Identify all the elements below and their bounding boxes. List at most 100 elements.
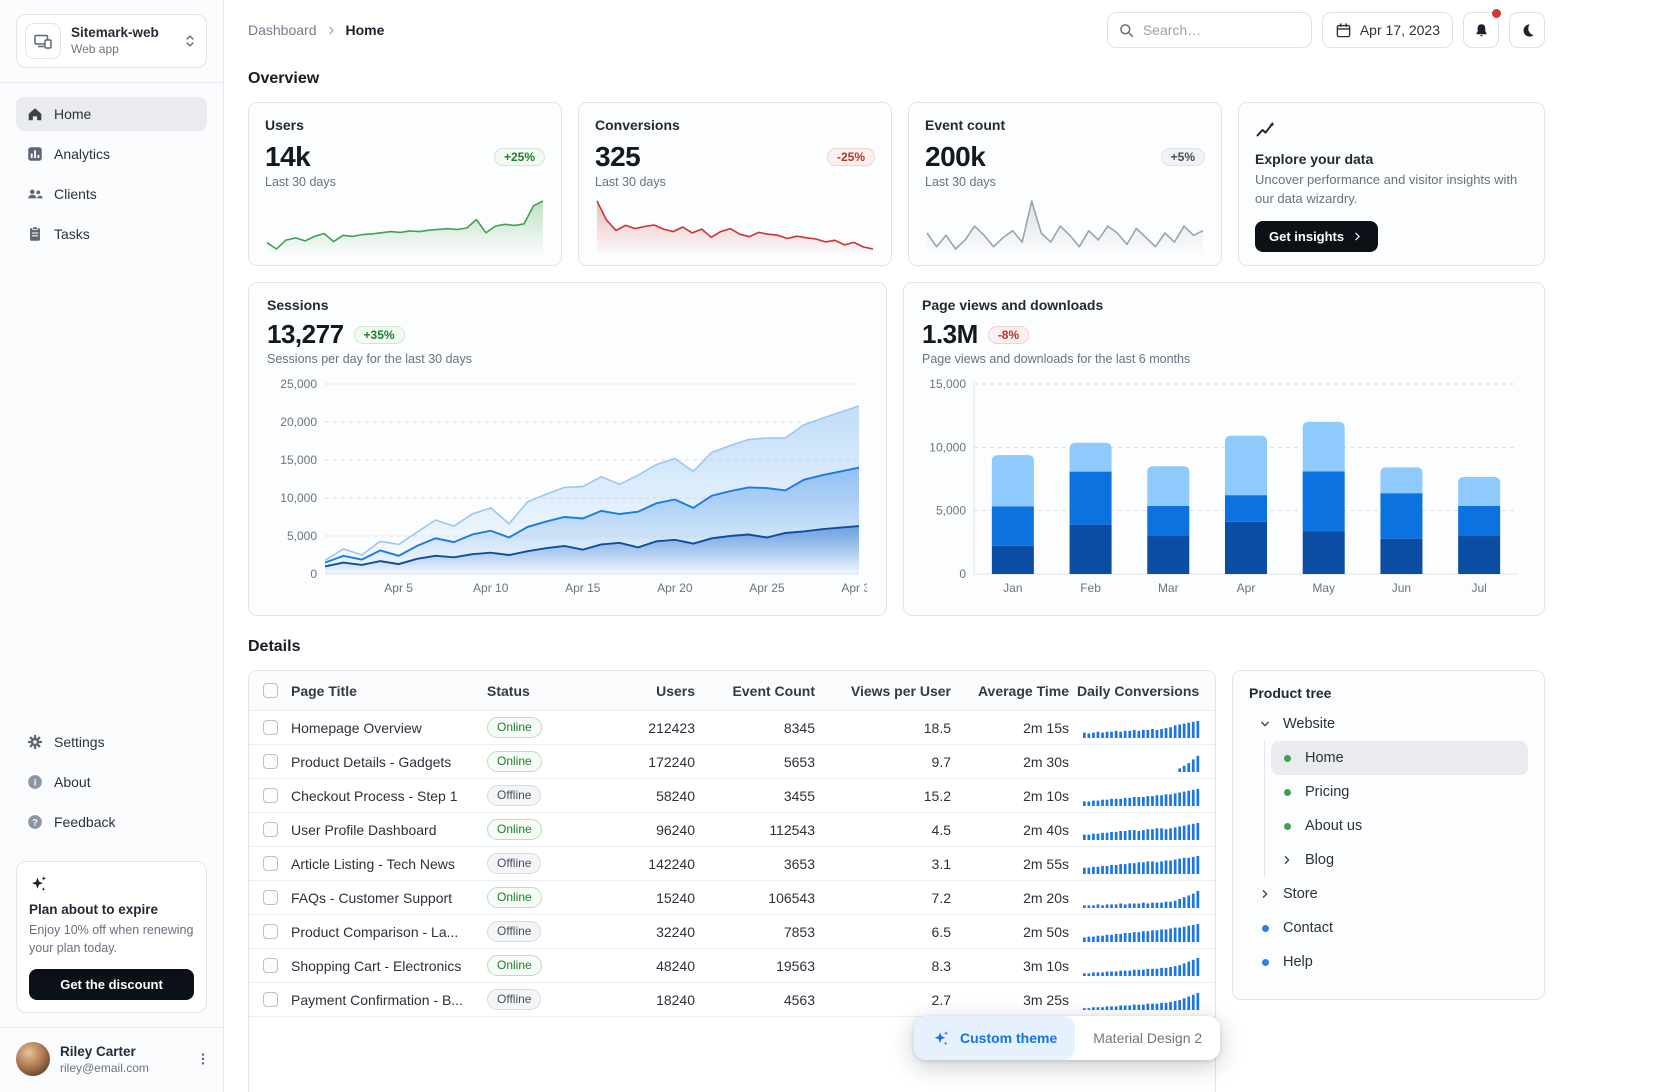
sidebar-secondary-nav: Settings i About ? Feedback: [16, 725, 207, 839]
tree-item-help[interactable]: Help: [1249, 945, 1528, 979]
sessions-badge: +35%: [353, 325, 405, 344]
svg-text:Jun: Jun: [1392, 581, 1411, 595]
stat-card-value: 14k: [265, 141, 311, 172]
row-checkbox[interactable]: [262, 788, 278, 803]
cell-average-time: 2m 30s: [1023, 753, 1069, 770]
tree-item-website[interactable]: Website: [1249, 707, 1528, 741]
stat-card-event-count: Event count 200k +5% Last 30 days: [908, 102, 1222, 266]
sidebar-item-clients[interactable]: Clients: [16, 177, 207, 211]
row-checkbox-cell: [249, 754, 291, 769]
cell-views-per-user: 7.2: [931, 889, 951, 906]
status-badge: Online: [487, 751, 542, 772]
select-all-checkbox[interactable]: [262, 683, 278, 698]
tree-item-label: Help: [1283, 954, 1313, 970]
sidebar-item-home[interactable]: Home: [16, 97, 207, 131]
table-row[interactable]: Payment Confirmation - B... Offline 18240 4…: [249, 983, 1215, 1017]
stat-cards-row: Users 14k +25% Last 30 days Conversions 325 -2…: [248, 102, 1545, 266]
column-header-event-count[interactable]: Event Count: [732, 682, 815, 699]
svg-text:15,000: 15,000: [280, 453, 317, 467]
cell-users: 32240: [656, 923, 695, 940]
table-row[interactable]: Product Details - Gadgets Online 172240 565…: [249, 745, 1215, 779]
notifications-button[interactable]: [1463, 9, 1501, 48]
material-design-2-button[interactable]: Material Design 2: [1075, 1016, 1220, 1060]
get-insights-button[interactable]: Get insights: [1255, 220, 1379, 252]
row-checkbox[interactable]: [262, 856, 278, 871]
sessions-value: 13,277: [267, 319, 344, 349]
status-badge: Online: [487, 819, 542, 840]
breadcrumb-dashboard[interactable]: Dashboard: [248, 22, 317, 38]
column-header-views-per-user[interactable]: Views per User: [850, 682, 951, 699]
column-header-average-time[interactable]: Average Time: [977, 682, 1069, 699]
sidebar-item-analytics[interactable]: Analytics: [16, 137, 207, 171]
tree-item-pricing[interactable]: Pricing: [1271, 775, 1528, 809]
sparkle-icon: [29, 874, 194, 894]
custom-theme-button[interactable]: Custom theme: [914, 1016, 1076, 1060]
row-checkbox-cell: [249, 924, 291, 939]
gear-icon: [26, 733, 44, 751]
row-checkbox[interactable]: [262, 958, 278, 973]
tree-item-blog[interactable]: Blog: [1271, 843, 1528, 877]
table-row[interactable]: Homepage Overview Online 212423 8345 18.5 2m …: [249, 711, 1215, 745]
select-all-checkbox-cell: [249, 683, 291, 698]
stat-card-badge: -25%: [826, 148, 875, 166]
cell-users: 48240: [656, 957, 695, 974]
stat-card-caption: Last 30 days: [265, 175, 336, 189]
row-checkbox-cell: [249, 822, 291, 837]
tree-item-home[interactable]: Home: [1271, 741, 1528, 775]
dot-green-bullet: [1279, 750, 1295, 766]
sidebar-item-label: About: [54, 773, 91, 790]
unfold-more-icon: [182, 33, 198, 49]
sidebar-item-about[interactable]: i About: [16, 765, 207, 799]
column-header-users[interactable]: Users: [656, 682, 695, 699]
theme-mode-button[interactable]: [1509, 12, 1545, 48]
get-discount-button[interactable]: Get the discount: [29, 969, 194, 1000]
column-header-daily-conversions[interactable]: Daily Conversions: [1077, 682, 1200, 699]
table-row[interactable]: Checkout Process - Step 1 Offline 58240 345…: [249, 779, 1215, 813]
clients-icon: [26, 185, 44, 203]
row-checkbox[interactable]: [262, 822, 278, 837]
stat-card-badge: +5%: [1160, 148, 1205, 166]
product-tree: Website Home Pricing About us Blog Store Conta…: [1249, 707, 1528, 979]
table-row[interactable]: Shopping Cart - Electronics Online 48240 19…: [249, 949, 1215, 983]
cell-event-count: 7853: [783, 923, 815, 940]
sidebar-item-label: Analytics: [54, 146, 111, 162]
cell-event-count: 106543: [768, 889, 815, 906]
date-picker-button[interactable]: Apr 17, 2023: [1321, 12, 1453, 48]
column-header-page-title[interactable]: Page Title: [291, 682, 357, 699]
sidebar-item-settings[interactable]: Settings: [16, 725, 207, 759]
tree-item-contact[interactable]: Contact: [1249, 911, 1528, 945]
search-input[interactable]: [1142, 22, 1301, 38]
tree-item-store[interactable]: Store: [1249, 877, 1528, 911]
row-checkbox[interactable]: [262, 924, 278, 939]
row-checkbox[interactable]: [262, 992, 278, 1007]
app-selector[interactable]: Sitemark-web Web app: [16, 14, 207, 68]
cell-page-title: Shopping Cart - Electronics: [291, 957, 462, 974]
cell-status: Online: [487, 955, 583, 976]
tree-item-about-us[interactable]: About us: [1271, 809, 1528, 843]
cell-event-count: 19563: [776, 957, 815, 974]
cell-page-title: Article Listing - Tech News: [291, 855, 455, 872]
table-row[interactable]: Article Listing - Tech News Offline 142240…: [249, 847, 1215, 881]
row-checkbox[interactable]: [262, 720, 278, 735]
table-body: Homepage Overview Online 212423 8345 18.5 2m …: [249, 711, 1215, 1017]
cell-views-per-user: 2.7: [931, 991, 951, 1008]
cell-daily-conversions: [1069, 888, 1201, 908]
cell-page-title: FAQs - Customer Support: [291, 889, 453, 906]
svg-text:Mar: Mar: [1158, 581, 1179, 595]
row-checkbox[interactable]: [262, 890, 278, 905]
cell-event-count: 112543: [769, 821, 815, 838]
row-checkbox-cell: [249, 856, 291, 871]
product-tree-title: Product tree: [1249, 685, 1332, 701]
sidebar-item-feedback[interactable]: ? Feedback: [16, 805, 207, 839]
sidebar-item-tasks[interactable]: Tasks: [16, 217, 207, 251]
stat-card-value: 200k: [925, 141, 986, 172]
dots-vertical-icon[interactable]: [195, 1051, 211, 1067]
column-header-status[interactable]: Status: [487, 682, 530, 699]
svg-text:Apr 30: Apr 30: [841, 581, 867, 595]
row-checkbox[interactable]: [262, 754, 278, 769]
table-row[interactable]: Product Comparison - La... Offline 32240 78…: [249, 915, 1215, 949]
table-row[interactable]: User Profile Dashboard Online 96240 112543 4…: [249, 813, 1215, 847]
cell-views-per-user: 15.2: [923, 787, 951, 804]
sidebar-item-label: Home: [54, 106, 92, 122]
table-row[interactable]: FAQs - Customer Support Online 15240 106543…: [249, 881, 1215, 915]
